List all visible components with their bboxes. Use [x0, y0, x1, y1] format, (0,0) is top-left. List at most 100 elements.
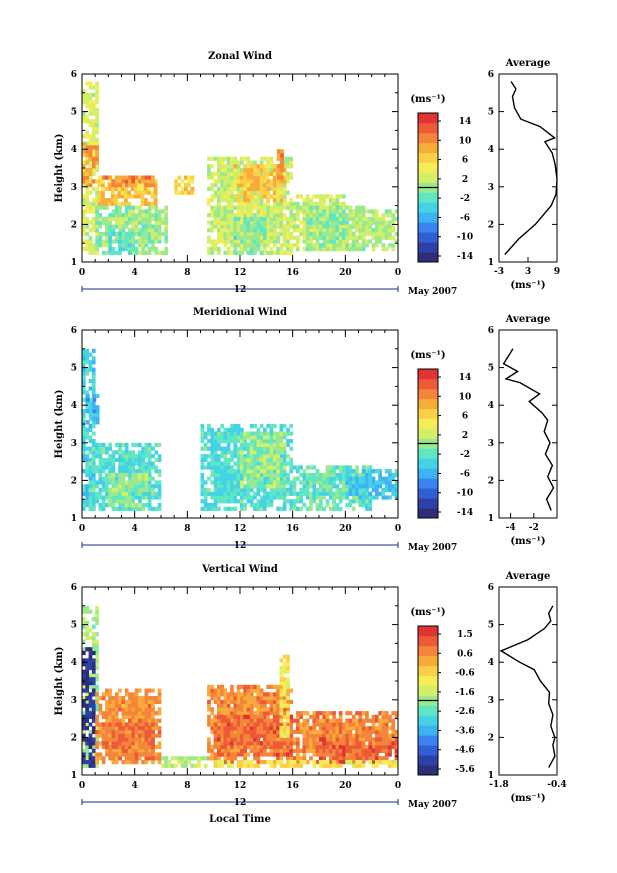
heatmap-cell	[111, 209, 116, 214]
heatmap-cell	[240, 729, 244, 735]
profile-title: Average	[505, 58, 551, 69]
heatmap-cell	[279, 247, 284, 252]
heatmap-cell	[88, 171, 93, 176]
heatmap-cell	[154, 239, 159, 244]
heatmap-cell	[134, 729, 139, 735]
heatmap-cell	[266, 424, 270, 429]
heatmap-cell	[210, 480, 215, 485]
heatmap-cell	[98, 239, 103, 244]
heatmap-cell	[243, 476, 247, 481]
heatmap-cell	[147, 216, 152, 222]
heatmap-cell	[134, 220, 139, 225]
profile-y-tick-label: 2	[488, 476, 494, 486]
heatmap-cell	[388, 213, 392, 218]
heatmap-cell	[111, 703, 116, 708]
heatmap-cell	[108, 703, 112, 708]
heatmap-cell	[299, 495, 303, 500]
heatmap-cell	[82, 752, 86, 757]
heatmap-cell	[280, 160, 284, 165]
heatmap-cell	[263, 480, 267, 485]
heatmap-cell	[98, 213, 103, 218]
heatmap-cell	[335, 205, 340, 210]
heatmap-cell	[243, 209, 247, 214]
heatmap-cell	[282, 461, 287, 466]
heatmap-cell	[88, 175, 93, 180]
heatmap-cell	[322, 209, 326, 214]
heatmap-cell	[345, 224, 349, 229]
heatmap-cell	[114, 696, 119, 701]
heatmap-cell	[249, 446, 254, 451]
heatmap-cell	[114, 699, 119, 704]
heatmap-cell	[131, 499, 136, 504]
heatmap-cell	[240, 431, 244, 436]
heatmap-cell	[124, 457, 129, 462]
heatmap-cell	[134, 688, 139, 693]
heatmap-cell	[338, 465, 343, 470]
heatmap-cell	[351, 239, 356, 244]
heatmap-cell	[134, 183, 138, 188]
heatmap-cell	[286, 179, 290, 184]
heatmap-cell	[302, 480, 307, 485]
heatmap-cell	[391, 484, 396, 489]
heatmap-cell	[157, 228, 162, 233]
heatmap-cell	[95, 756, 99, 761]
heatmap-cell	[95, 201, 99, 206]
heatmap-cell	[82, 424, 86, 429]
heatmap-cell	[85, 356, 89, 361]
heatmap-cell	[253, 703, 257, 708]
heatmap-cell	[95, 662, 99, 667]
heatmap-cell	[134, 752, 139, 757]
heatmap-cell	[292, 506, 297, 511]
heatmap-cell	[207, 707, 211, 712]
heatmap-cell	[319, 499, 323, 504]
heatmap-cell	[319, 247, 323, 252]
heatmap-cell	[128, 243, 132, 248]
heatmap-cell	[259, 484, 264, 489]
heatmap-cell	[98, 465, 103, 470]
heatmap-cell	[289, 213, 294, 218]
heatmap-cell	[249, 164, 254, 169]
heatmap-cell	[95, 409, 100, 414]
heatmap-cell	[256, 733, 261, 738]
colorbar-swatch	[418, 113, 438, 124]
heatmap-cell	[243, 243, 247, 248]
heatmap-cell	[105, 480, 109, 485]
heatmap-cell	[233, 472, 238, 478]
heatmap-cell	[266, 243, 270, 248]
heatmap-cell	[174, 190, 178, 195]
heatmap-cell	[319, 213, 323, 218]
heatmap-cell	[312, 194, 317, 199]
heatmap-cell	[114, 711, 119, 716]
heatmap-cell	[91, 111, 96, 116]
heatmap-cell	[82, 714, 86, 719]
heatmap-cell	[82, 639, 86, 644]
heatmap-cell	[279, 457, 284, 462]
heatmap-cell	[82, 624, 86, 629]
heatmap-cell	[91, 635, 96, 641]
heatmap-cell	[131, 228, 136, 233]
heatmap-cell	[226, 457, 231, 462]
heatmap-cell	[131, 250, 136, 255]
heatmap-cell	[272, 186, 277, 191]
heatmap-cell	[118, 503, 122, 508]
heatmap-cell	[263, 692, 267, 697]
heatmap-cell	[213, 442, 218, 447]
heatmap-cell	[131, 707, 136, 712]
heatmap-cell	[243, 711, 247, 716]
heatmap-cell	[289, 224, 294, 229]
y-tick-label: 3	[71, 439, 77, 449]
heatmap-cell	[111, 190, 115, 195]
heatmap-cell	[111, 484, 116, 489]
heatmap-cell	[312, 235, 317, 240]
heatmap-cell	[246, 707, 251, 712]
heatmap-cell	[105, 216, 109, 222]
heatmap-cell	[141, 711, 145, 716]
heatmap-cell	[85, 168, 89, 173]
heatmap-cell	[388, 209, 392, 214]
heatmap-cell	[91, 684, 96, 689]
heatmap-cell	[259, 171, 264, 176]
heatmap-cell	[124, 186, 128, 191]
heatmap-cell	[243, 235, 247, 240]
heatmap-cell	[282, 476, 287, 481]
heatmap-cell	[98, 472, 103, 478]
